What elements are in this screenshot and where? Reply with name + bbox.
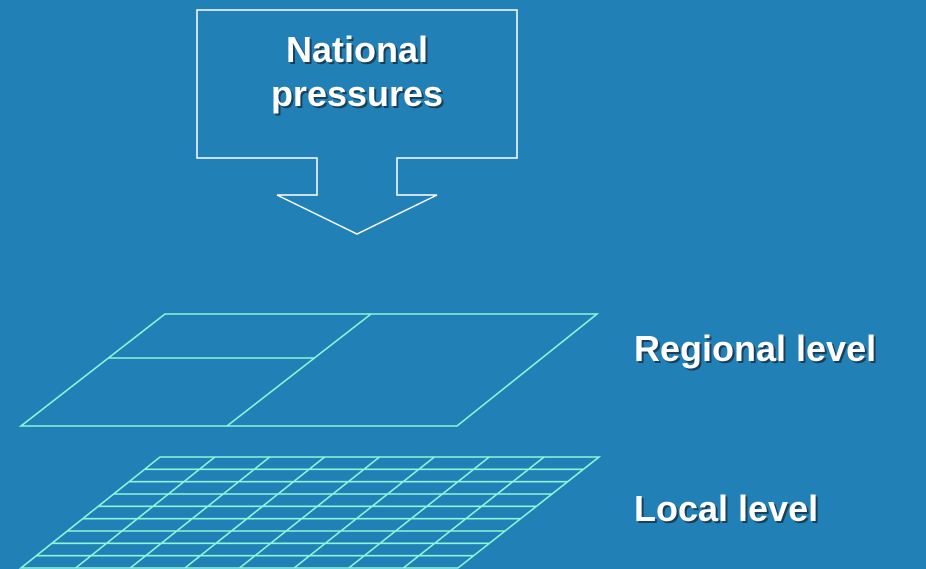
regional-plane-outline <box>18 313 600 427</box>
national-pressures-label: National pressures <box>197 28 517 116</box>
local-grid-column-line <box>239 456 380 569</box>
regional-plane <box>18 313 600 427</box>
local-grid-column-line <box>184 456 326 569</box>
local-grid-column-line <box>402 456 545 569</box>
regional-divider <box>226 313 372 427</box>
national-pressures-line1: National <box>285 29 428 70</box>
local-grid-column-line <box>75 456 216 569</box>
local-level-label: Local level <box>634 488 819 529</box>
local-grid-plane <box>18 456 602 569</box>
national-pressures-callout <box>196 9 518 235</box>
local-grid-column-line <box>348 456 490 569</box>
regional-level-label: Regional level <box>634 328 877 369</box>
local-grid-column-line <box>293 456 435 569</box>
national-pressures-line2: pressures <box>270 73 444 114</box>
local-grid-column-line <box>129 456 271 569</box>
